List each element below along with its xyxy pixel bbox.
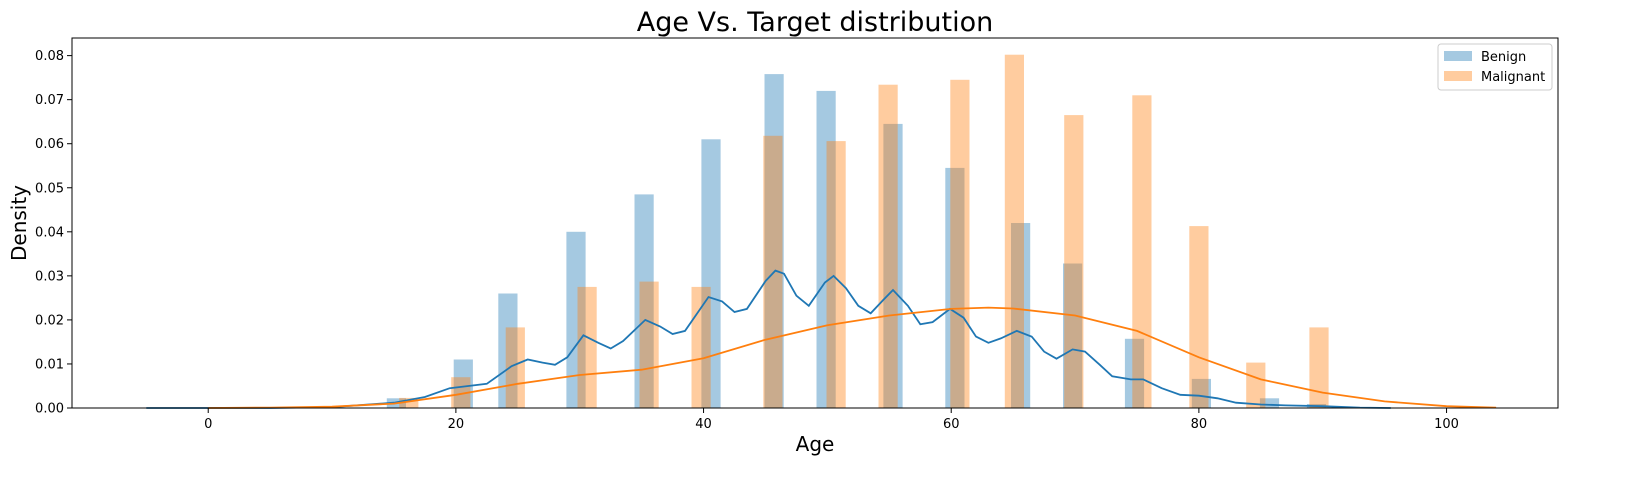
x-tick-label: 80 bbox=[1191, 417, 1208, 432]
y-tick-label: 0.03 bbox=[35, 269, 64, 284]
benign-bar-6 bbox=[764, 74, 784, 408]
benign-bars bbox=[386, 74, 1327, 409]
malignant-bar-15 bbox=[1309, 327, 1329, 408]
x-axis-label: Age bbox=[796, 432, 835, 456]
x-tick-label: 100 bbox=[1434, 417, 1459, 432]
benign-bar-14 bbox=[1259, 398, 1280, 408]
y-axis-label: Density bbox=[7, 185, 31, 261]
benign-bar-4 bbox=[634, 194, 654, 408]
y-tick-label: 0.08 bbox=[35, 49, 64, 64]
y-tick-label: 0.07 bbox=[35, 93, 64, 108]
malignant-bar-1 bbox=[451, 377, 471, 408]
x-tick-label: 20 bbox=[448, 417, 465, 432]
legend-swatch-benign bbox=[1444, 51, 1472, 61]
malignant-bar-3 bbox=[577, 286, 597, 408]
benign-bar-8 bbox=[883, 123, 903, 409]
y-axis-ticks: 0.00 0.01 0.02 0.03 0.04 0.05 0.06 0.07 0.08 bbox=[35, 49, 72, 417]
x-tick-label: 0 bbox=[204, 417, 212, 432]
benign-bar-13 bbox=[1191, 378, 1211, 408]
y-tick-label: 0.00 bbox=[35, 402, 64, 417]
x-axis-ticks: 0 20 40 60 80 100 bbox=[204, 408, 1459, 432]
malignant-bars bbox=[399, 54, 1329, 409]
malignant-bar-9 bbox=[950, 79, 970, 409]
benign-bar-5 bbox=[701, 139, 721, 409]
malignant-bar-2 bbox=[505, 327, 525, 408]
malignant-bar-11 bbox=[1064, 115, 1084, 408]
x-tick-label: 40 bbox=[695, 417, 712, 432]
benign-bar-9 bbox=[945, 167, 965, 408]
malignant-bar-7 bbox=[826, 141, 846, 408]
malignant-bar-14 bbox=[1246, 362, 1266, 408]
benign-bar-11 bbox=[1063, 263, 1083, 408]
y-tick-label: 0.06 bbox=[35, 137, 64, 152]
malignant-bar-5 bbox=[691, 286, 711, 408]
malignant-bar-8 bbox=[878, 84, 898, 408]
plot-area bbox=[146, 54, 1497, 409]
legend-swatch-malignant bbox=[1444, 71, 1472, 81]
malignant-bar-13 bbox=[1189, 226, 1209, 408]
benign-bar-7 bbox=[816, 90, 836, 409]
benign-bar-2 bbox=[498, 293, 518, 408]
malignant-bar-0 bbox=[399, 397, 419, 408]
plot-frame bbox=[71, 37, 1559, 409]
legend-label-malignant: Malignant bbox=[1481, 70, 1545, 85]
benign-bar-10 bbox=[1011, 223, 1031, 408]
benign-kde-line bbox=[146, 269, 1391, 409]
legend-box bbox=[1437, 43, 1553, 91]
y-tick-label: 0.04 bbox=[35, 225, 64, 240]
malignant-bar-4 bbox=[639, 281, 659, 408]
y-tick-label: 0.01 bbox=[35, 357, 64, 372]
y-tick-label: 0.05 bbox=[35, 181, 64, 196]
legend: Benign Malignant bbox=[1437, 43, 1553, 91]
malignant-bar-10 bbox=[1004, 54, 1024, 408]
y-tick-label: 0.02 bbox=[35, 313, 64, 328]
benign-bar-3 bbox=[566, 231, 586, 408]
benign-bar-12 bbox=[1124, 338, 1145, 408]
x-tick-label: 60 bbox=[943, 417, 960, 432]
malignant-kde-line bbox=[208, 306, 1497, 409]
legend-label-benign: Benign bbox=[1481, 50, 1526, 65]
malignant-bar-12 bbox=[1132, 95, 1152, 409]
benign-bar-1 bbox=[453, 359, 473, 408]
chart-title: Age Vs. Target distribution bbox=[637, 7, 993, 38]
